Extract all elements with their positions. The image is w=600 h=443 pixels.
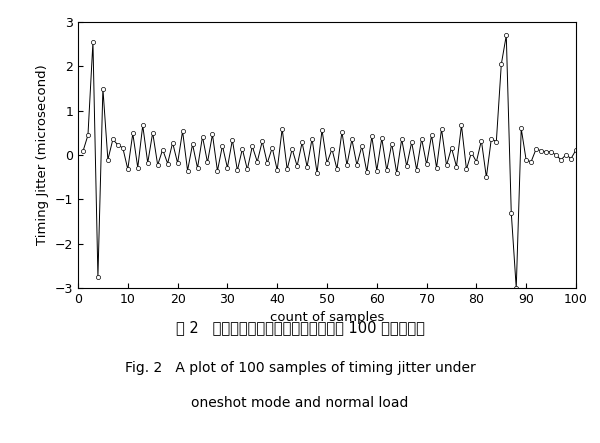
Y-axis label: Timing Jitter (microsecond): Timing Jitter (microsecond) [36,65,49,245]
Text: Fig. 2   A plot of 100 samples of timing jitter under: Fig. 2 A plot of 100 samples of timing j… [125,361,475,375]
Text: oneshot mode and normal load: oneshot mode and normal load [191,396,409,410]
X-axis label: count of samples: count of samples [270,311,384,324]
Text: 图 2   正常负载与单触发模式下，抽取的 100 组测试样例: 图 2 正常负载与单触发模式下，抽取的 100 组测试样例 [176,320,424,335]
